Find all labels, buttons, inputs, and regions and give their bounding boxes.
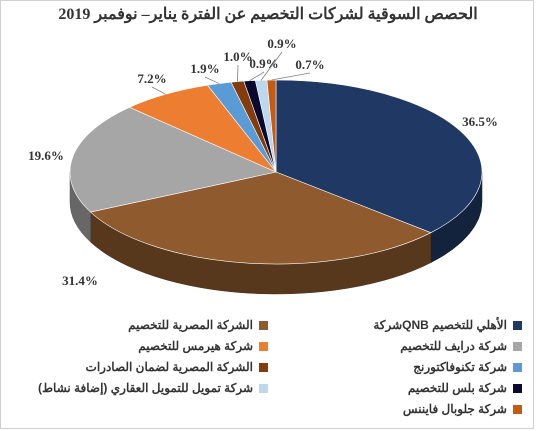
legend-item-0: الأهلي للتخصيم QNBشركة xyxy=(373,318,522,332)
legend-swatch-5 xyxy=(259,362,268,372)
legend-label-1: الشركة المصرية للتخصيم xyxy=(128,318,253,332)
chart-title: الحصص السوقية لشركات التخصيم عن الفترة ي… xyxy=(58,6,478,23)
data-label-0: 36.5% xyxy=(462,114,498,129)
pie-tops xyxy=(69,79,483,265)
legend-item-2: شركة درايف للتخصيم xyxy=(400,339,522,353)
legend-label-5: الشركة المصرية لضمان الصادرات xyxy=(85,360,253,374)
pie-slice-2 xyxy=(69,106,277,213)
data-label-2: 19.6% xyxy=(28,148,64,163)
pie-slice-1 xyxy=(89,171,432,265)
pie-slice-0 xyxy=(275,79,483,234)
legend-item-8: شركة جلوبال فايننس xyxy=(403,402,522,416)
legend-swatch-1 xyxy=(259,320,268,330)
legend-item-6: شركة بلس للتخصيم xyxy=(408,381,522,395)
legend-label-0: الأهلي للتخصيم QNBشركة xyxy=(373,318,507,332)
legend-item-1: الشركة المصرية للتخصيم xyxy=(128,318,268,332)
label-leader-7 xyxy=(260,51,283,81)
legend-swatch-7 xyxy=(259,383,268,393)
data-label-5: 1.0% xyxy=(223,49,252,64)
legend-label-6: شركة بلس للتخصيم xyxy=(407,381,507,395)
legend-label-2: شركة درايف للتخصيم xyxy=(400,339,507,353)
legend-item-4: شركة تكنوفاكتورنج xyxy=(413,360,522,374)
legend-swatch-8 xyxy=(513,404,522,414)
data-label-7: 0.9% xyxy=(267,36,296,51)
legend-label-3: شركة هيرمس للتخصيم xyxy=(138,339,253,353)
label-leader-3 xyxy=(151,86,166,95)
legend-item-7: شركة تمويل للتمويل العقاري (إضافة نشاط) xyxy=(38,381,268,395)
legend-label-4: شركة تكنوفاكتورنج xyxy=(413,360,507,374)
data-labels: 36.5%31.4%19.6%7.2%1.9%1.0%0.9%0.9%0.7% xyxy=(28,36,498,288)
label-leader-5 xyxy=(237,64,239,82)
data-label-1: 31.4% xyxy=(62,273,98,288)
data-label-8: 0.7% xyxy=(295,57,324,72)
legend-swatch-0 xyxy=(513,320,522,330)
legend-item-3: شركة هيرمس للتخصيم xyxy=(138,339,268,353)
data-label-3: 7.2% xyxy=(137,71,166,86)
legend-swatch-6 xyxy=(513,383,522,393)
legend-label-8: شركة جلوبال فايننس xyxy=(402,402,507,416)
legend-swatch-4 xyxy=(513,362,522,372)
label-leader-8 xyxy=(271,72,311,81)
legend-swatch-3 xyxy=(259,341,268,351)
label-leaders xyxy=(151,51,311,95)
data-label-6: 0.9% xyxy=(249,56,278,71)
label-leader-6 xyxy=(249,71,265,82)
legend-swatch-2 xyxy=(513,341,522,351)
label-leader-4 xyxy=(204,76,220,84)
legend-label-7: شركة تمويل للتمويل العقاري (إضافة نشاط) xyxy=(37,381,253,395)
legend-item-5: الشركة المصرية لضمان الصادرات xyxy=(86,360,268,374)
chart-legend: الأهلي للتخصيم QNBشركة الشركة المصرية للت… xyxy=(14,314,522,426)
data-label-4: 1.9% xyxy=(190,61,219,76)
